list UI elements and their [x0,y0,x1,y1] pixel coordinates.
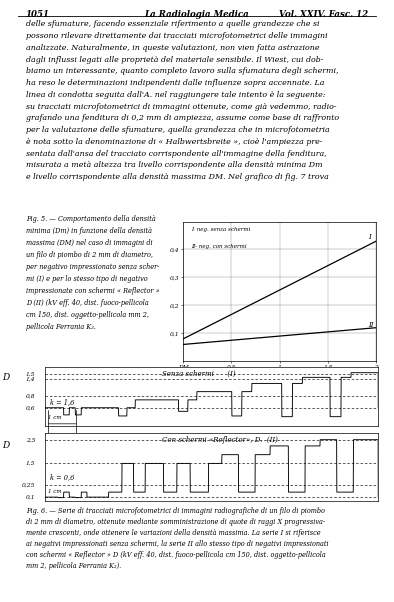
Text: 1 cm: 1 cm [48,415,61,420]
Text: sentata dall'ansa del tracciato corrispondente all'immagine della fenditura,: sentata dall'ansa del tracciato corrispo… [26,150,326,158]
Text: di 2 mm di diametro, ottenute mediante somministrazione di quote di raggi X prog: di 2 mm di diametro, ottenute mediante s… [26,518,325,526]
Text: 2,5: 2,5 [26,437,35,442]
Text: Fig. 5. — Comportamento della densità: Fig. 5. — Comportamento della densità [26,215,155,223]
Text: grafando una fenditura di 0,2 mm di ampiezza, assume come base di raffronto: grafando una fenditura di 0,2 mm di ampi… [26,114,339,122]
Text: per la valutazione delle sfumature, quella grandezza che in microfotometria: per la valutazione delle sfumature, quel… [26,126,329,134]
Text: 0,1: 0,1 [26,495,35,500]
Text: impressionate con schermi « Reflector »: impressionate con schermi « Reflector » [26,287,159,295]
Text: minima (Dm) in funzione della densità: minima (Dm) in funzione della densità [26,227,152,235]
Text: è nota sotto la denominazione di « Halbwertsbreite », cioè l'ampiezza pre-: è nota sotto la denominazione di « Halbw… [26,138,322,146]
Text: delle sfumature, facendo essenziale riferimento a quelle grandezze che si: delle sfumature, facendo essenziale rife… [26,20,319,28]
Text: cm 150, dist. oggetto-pellicola mm 2,: cm 150, dist. oggetto-pellicola mm 2, [26,311,149,319]
Text: Fig. 6. — Serie di tracciati microfotometrici di immagini radiografiche di un fi: Fig. 6. — Serie di tracciati microfotome… [26,507,325,515]
Text: La Radiologia Medica: La Radiologia Medica [145,10,249,19]
Text: possono rilevare direttamente dai tracciati microfotometrici delle immagini: possono rilevare direttamente dai tracci… [26,32,327,40]
Text: II: II [368,321,374,329]
Text: dagli influssi legati alle proprietà del materiale sensibile. Il Wiest, cui dob-: dagli influssi legati alle proprietà del… [26,56,323,64]
Text: I- neg. senza schermi: I- neg. senza schermi [191,227,250,232]
Text: mi (I) e per lo stesso tipo di negativo: mi (I) e per lo stesso tipo di negativo [26,275,147,283]
Text: Dm: Dm [141,368,152,373]
Text: misurata a metà altezza tra livello corrispondente alla densità minima Dm: misurata a metà altezza tra livello corr… [26,161,322,169]
Text: pellicola Ferrania K₂.: pellicola Ferrania K₂. [26,323,96,331]
Text: su tracciati microfotometrici di immagini ottenute, come già vedemmo, radio-: su tracciati microfotometrici di immagin… [26,103,336,111]
Text: 0,25: 0,25 [22,482,35,487]
Text: 0,8: 0,8 [26,394,35,399]
Text: massima (DM) nel caso di immagini di: massima (DM) nel caso di immagini di [26,239,152,247]
Text: mm 2, pellicola Ferrania K₂).: mm 2, pellicola Ferrania K₂). [26,562,121,570]
Text: mente crescenti, onde ottenere le variazioni della densità massima. La serie I s: mente crescenti, onde ottenere le variaz… [26,529,320,537]
Text: Vol. XXIV. Fasc. 12: Vol. XXIV. Fasc. 12 [279,10,368,19]
Text: II- neg. con schermi: II- neg. con schermi [191,244,247,249]
Text: linea di condotta seguita dall'A. nel raggiungere tale intento è la seguente:: linea di condotta seguita dall'A. nel ra… [26,91,325,99]
Text: 1,5: 1,5 [26,371,35,376]
Text: k = 1,6: k = 1,6 [50,398,75,406]
Text: un filo di piombo di 2 mm di diametro,: un filo di piombo di 2 mm di diametro, [26,251,152,259]
Text: Senza schermi      (I): Senza schermi (I) [162,370,236,377]
Text: biamo un interessante, quanto completo lavoro sulla sfumatura degli schermi,: biamo un interessante, quanto completo l… [26,67,338,75]
Text: 1,5: 1,5 [26,461,35,466]
Text: ai negativi impressionati senza schermi, la serie II allo stesso tipo di negativ: ai negativi impressionati senza schermi,… [26,540,328,548]
Text: e livello corrispondente alla densità massima DM. Nel grafico di fig. 7 trova: e livello corrispondente alla densità ma… [26,173,329,181]
Text: I: I [368,233,371,241]
Text: 1,4: 1,4 [26,377,35,382]
Text: k = 0,6: k = 0,6 [50,474,75,482]
Text: Con schermi «Reflector», D.  (II): Con schermi «Reflector», D. (II) [162,436,278,444]
Text: analizzate. Naturalmente, in queste valutazioni, non vien fatta astrazione: analizzate. Naturalmente, in queste valu… [26,44,319,52]
Text: 0,6: 0,6 [26,405,35,410]
Text: D (II) (kV eff. 40, dist. fuoco-pellicola: D (II) (kV eff. 40, dist. fuoco-pellicol… [26,299,149,307]
Text: 1 cm: 1 cm [48,489,61,494]
Text: D: D [2,373,9,382]
Text: D: D [2,441,9,450]
Text: ha reso le determinazioni indipendenti dalle influenze sopra accennate. La: ha reso le determinazioni indipendenti d… [26,79,324,87]
Text: con schermi « Reflector » D (kV eff. 40, dist. fuoco-pellicola cm 150, dist. ogg: con schermi « Reflector » D (kV eff. 40,… [26,551,325,559]
Text: 1051: 1051 [26,10,50,19]
Text: per negativo impressionato senza scher-: per negativo impressionato senza scher- [26,263,159,271]
